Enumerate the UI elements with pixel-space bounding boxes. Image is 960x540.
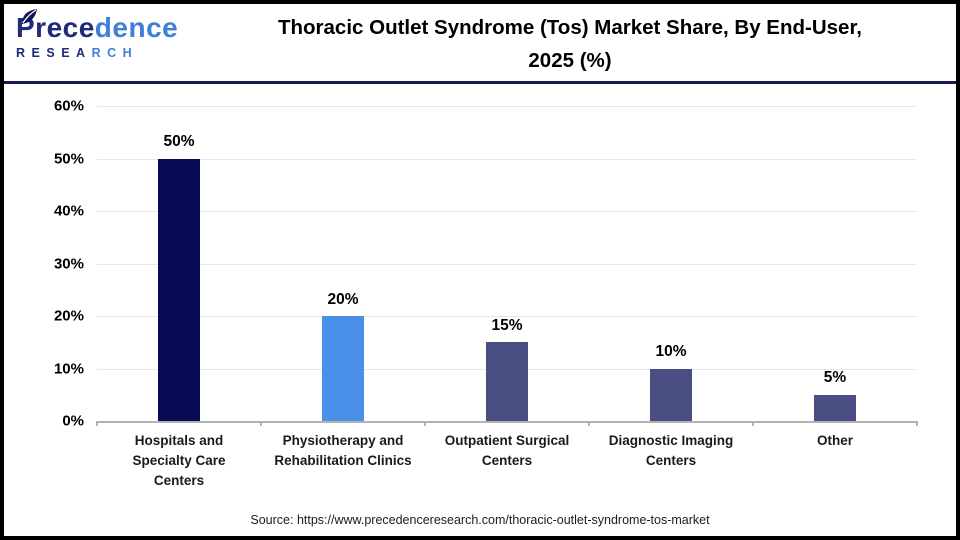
logo-brand-light: dence bbox=[94, 12, 179, 43]
plot-area: 0% 10% 20% 30% 40% 50% 60% 50% 20% 15% 10% 5% bbox=[54, 99, 918, 429]
bar-1 bbox=[158, 158, 200, 421]
bar-value-label: 50% bbox=[163, 133, 195, 150]
header: Precedence RESEARCH Thoracic Outlet Synd… bbox=[4, 4, 956, 84]
logo-sub-dark: RESEA bbox=[16, 46, 92, 60]
gridline bbox=[97, 106, 917, 107]
gridline bbox=[97, 263, 917, 265]
logo-subtitle-text: RESEARCH bbox=[16, 46, 196, 60]
bar-column: 15% bbox=[425, 106, 589, 421]
y-axis-tick-label: 0% bbox=[62, 412, 84, 430]
x-axis-category-label-line: Centers bbox=[481, 453, 533, 468]
y-axis-tick-label: 60% bbox=[53, 97, 84, 115]
x-axis-category-label: Diagnostic Imaging Centers bbox=[589, 431, 753, 471]
x-axis-line bbox=[97, 421, 917, 423]
logo-brand-text: Precedence bbox=[16, 13, 196, 43]
x-axis-tick bbox=[588, 421, 590, 426]
bar-value-label: 5% bbox=[823, 369, 847, 387]
bar-value-label: 10% bbox=[655, 343, 687, 360]
gridline bbox=[97, 211, 917, 212]
bar-3 bbox=[486, 342, 528, 421]
y-axis-tick-label: 30% bbox=[53, 255, 84, 272]
x-axis-category-label-line: Hospitals and bbox=[134, 433, 224, 448]
x-axis-category-label-line: Specialty Care bbox=[132, 453, 226, 468]
x-axis-category-label-line: Rehabilitation Clinics bbox=[274, 453, 412, 468]
y-axis-tick-label: 10% bbox=[53, 360, 84, 377]
x-axis-tick bbox=[424, 421, 426, 426]
chart-title: Thoracic Outlet Syndrome (Tos) Market Sh… bbox=[199, 11, 941, 77]
x-axis-category-label-line: Centers bbox=[645, 453, 697, 468]
bar-column: 5% bbox=[753, 106, 917, 421]
x-axis-tick bbox=[96, 421, 98, 426]
bar-5 bbox=[814, 394, 856, 421]
x-axis-tick bbox=[752, 421, 754, 426]
bar-value-label: 15% bbox=[491, 316, 523, 334]
source-text: Source: https://www.precedenceresearch.c… bbox=[250, 513, 710, 527]
x-axis-category-label-line: Diagnostic Imaging bbox=[608, 433, 734, 448]
x-axis-category-label-line: Other bbox=[816, 433, 853, 448]
y-axis-tick-label: 20% bbox=[53, 307, 84, 325]
x-axis-category-label-line: Outpatient Surgical bbox=[444, 433, 570, 448]
x-axis-category-label: Outpatient Surgical Centers bbox=[425, 431, 589, 471]
x-axis-tick bbox=[916, 421, 918, 426]
leaf-icon bbox=[22, 9, 37, 24]
x-axis-category-label-line: Centers bbox=[153, 473, 205, 488]
gridline bbox=[97, 316, 917, 317]
x-axis-tick bbox=[260, 421, 262, 426]
chart-title-line1: Thoracic Outlet Syndrome (Tos) Market Sh… bbox=[277, 16, 862, 39]
bar-value-label: 20% bbox=[327, 290, 359, 308]
bar-column: 50% bbox=[97, 106, 261, 421]
bar-2 bbox=[322, 316, 364, 421]
y-axis-tick-label: 50% bbox=[53, 150, 84, 167]
x-axis-category-label: Hospitals and Specialty Care Centers bbox=[97, 431, 261, 491]
y-axis-tick-label: 40% bbox=[53, 202, 84, 220]
chart-title-line2: 2025 (%) bbox=[528, 49, 612, 72]
bar-column: 10% bbox=[589, 106, 753, 421]
bar-4 bbox=[650, 368, 692, 421]
x-axis-category-label: Other bbox=[753, 431, 917, 451]
gridline bbox=[97, 158, 917, 160]
logo-sub-light: RCH bbox=[91, 46, 139, 60]
bar-column: 20% bbox=[261, 106, 425, 421]
bar-chart: 0% 10% 20% 30% 40% 50% 60% 50% 20% 15% 10% 5% Hospi… bbox=[4, 84, 956, 504]
precedence-research-logo: Precedence RESEARCH bbox=[16, 9, 196, 60]
x-axis-category-label-line: Physiotherapy and bbox=[282, 433, 404, 448]
x-axis-category-label: Physiotherapy and Rehabilitation Clinics bbox=[261, 431, 425, 471]
